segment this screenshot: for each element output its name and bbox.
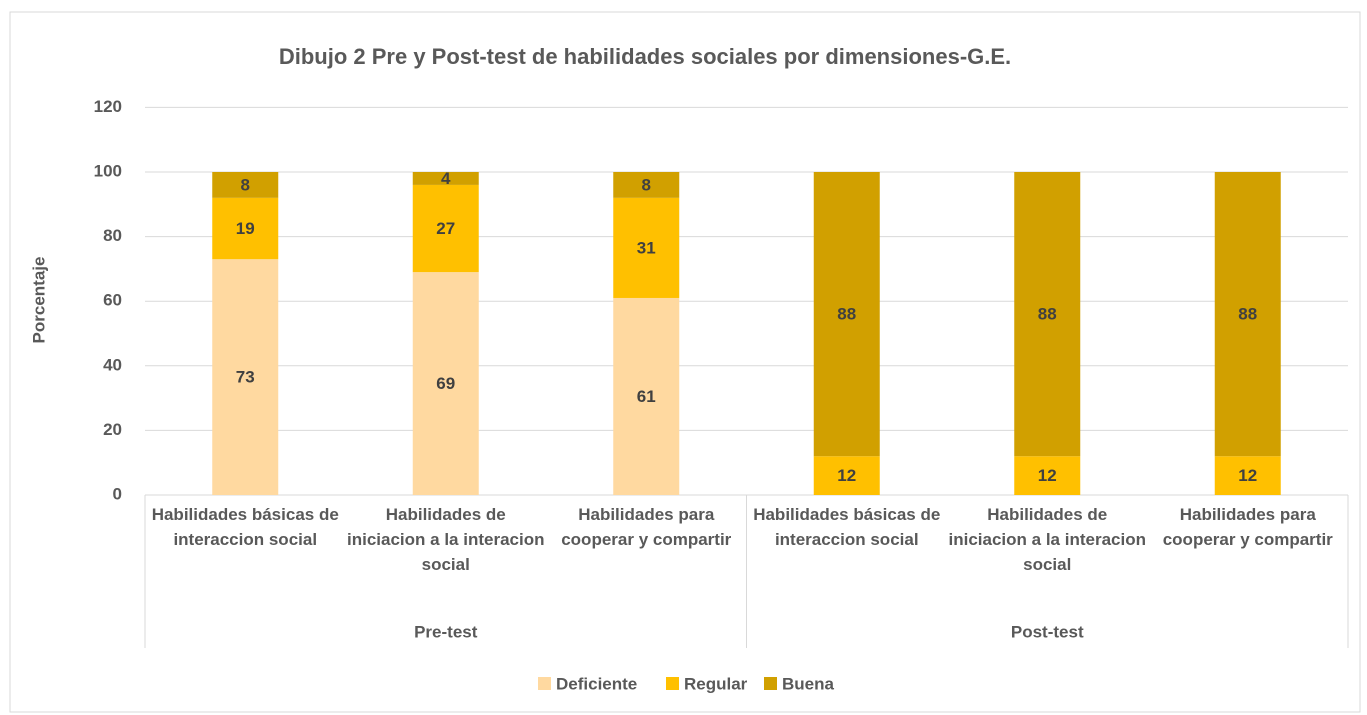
bar-segment (613, 197, 680, 298)
bar-segment (212, 259, 279, 495)
x-tick-label: Habilidades básicas de interaccion socia… (753, 505, 941, 549)
y-tick-label: 100 (94, 161, 122, 180)
bar-segment (1014, 172, 1081, 457)
bar-segment (613, 297, 680, 495)
chart-title: Dibujo 2 Pre y Post-test de habilidades … (279, 44, 1011, 69)
data-label: 61 (637, 387, 656, 406)
data-label: 8 (642, 175, 651, 194)
bar-segment (813, 456, 880, 495)
bar-segment (212, 172, 279, 198)
data-label: 12 (1238, 466, 1257, 485)
x-tick-label: Habilidades básicas de interaccion socia… (151, 505, 339, 549)
x-tick-label: Habilidades de iniciacion a la interacio… (347, 505, 545, 574)
bar-segment (813, 172, 880, 457)
bar-segment (212, 197, 279, 260)
data-label: 8 (241, 175, 250, 194)
legend-label: Regular (684, 674, 748, 693)
legend-swatch (764, 677, 777, 690)
group-label: Post-test (1011, 622, 1084, 641)
y-tick-label: 80 (103, 226, 122, 245)
y-tick-label: 40 (103, 355, 122, 374)
x-tick-label-box: Habilidades básicas de interaccion socia… (753, 505, 941, 549)
y-tick-label: 120 (94, 97, 122, 116)
bar-segment (1014, 456, 1081, 495)
legend-label: Buena (782, 674, 835, 693)
bar-segment (1214, 456, 1281, 495)
x-tick-label-box: Habilidades para cooperar y compartir (1162, 505, 1333, 549)
bar-segment (1214, 172, 1281, 457)
data-label: 27 (436, 219, 455, 238)
y-tick-label: 0 (113, 484, 122, 503)
bar-segment (412, 172, 479, 185)
legend-swatch (538, 677, 551, 690)
x-tick-label: Habilidades de iniciacion a la interacio… (948, 505, 1146, 574)
data-label: 73 (236, 368, 255, 387)
data-label: 12 (837, 466, 856, 485)
x-tick-label-box: Habilidades de iniciacion a la interacio… (948, 505, 1146, 574)
data-label: 88 (837, 305, 856, 324)
bar-segment (613, 172, 680, 198)
data-label: 4 (441, 169, 451, 188)
y-axis-label: Porcentaje (29, 257, 48, 344)
bar-segment (412, 272, 479, 495)
data-label: 69 (436, 374, 455, 393)
y-tick-label: 60 (103, 291, 122, 310)
y-tick-label: 20 (103, 420, 122, 439)
bar-segment (412, 184, 479, 273)
data-label: 88 (1038, 305, 1057, 324)
x-tick-label: Habilidades para cooperar y compartir (1162, 505, 1333, 549)
data-label: 19 (236, 219, 255, 238)
x-tick-label-box: Habilidades de iniciacion a la interacio… (347, 505, 545, 574)
group-label: Pre-test (414, 622, 478, 641)
x-tick-label-box: Habilidades básicas de interaccion socia… (151, 505, 339, 549)
data-label: 12 (1038, 466, 1057, 485)
x-tick-label-box: Habilidades para cooperar y compartir (561, 505, 732, 549)
legend-swatch (666, 677, 679, 690)
data-label: 88 (1238, 305, 1257, 324)
data-label: 31 (637, 238, 656, 257)
x-tick-label: Habilidades para cooperar y compartir (561, 505, 732, 549)
legend-label: Deficiente (556, 674, 637, 693)
